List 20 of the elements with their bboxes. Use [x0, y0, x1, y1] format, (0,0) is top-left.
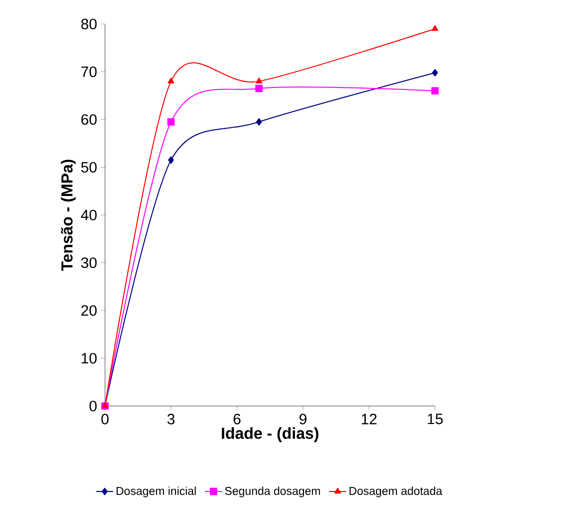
x-tick-label: 3 [167, 414, 174, 424]
y-tick-label: 10 [82, 352, 97, 364]
x-tick-label: 15 [428, 414, 443, 424]
y-tick-label: 30 [81, 257, 97, 268]
y-tick-label: 80 [81, 18, 97, 30]
y-axis-title: Tensão - (MPa) [60, 160, 76, 271]
legend-label: Segunda dosagem [225, 486, 320, 498]
y-tick-label: 50 [81, 162, 97, 173]
x-tick-label: 0 [101, 414, 109, 424]
legend-label: Dosagem adotada [350, 486, 442, 498]
y-tick-label: 70 [81, 66, 97, 78]
y-tick-label: 0 [89, 400, 97, 412]
y-tick-label: 40 [80, 210, 97, 220]
x-axis-title: Idade - (dias) [222, 427, 318, 442]
y-tick-label: 60 [81, 114, 97, 125]
x-tick-label: 6 [234, 414, 240, 424]
legend-label: Dosagem inicial [116, 486, 196, 498]
x-tick-label: 9 [300, 414, 306, 424]
x-tick-label: 12 [362, 414, 377, 424]
y-tick-label: 20 [81, 305, 97, 316]
